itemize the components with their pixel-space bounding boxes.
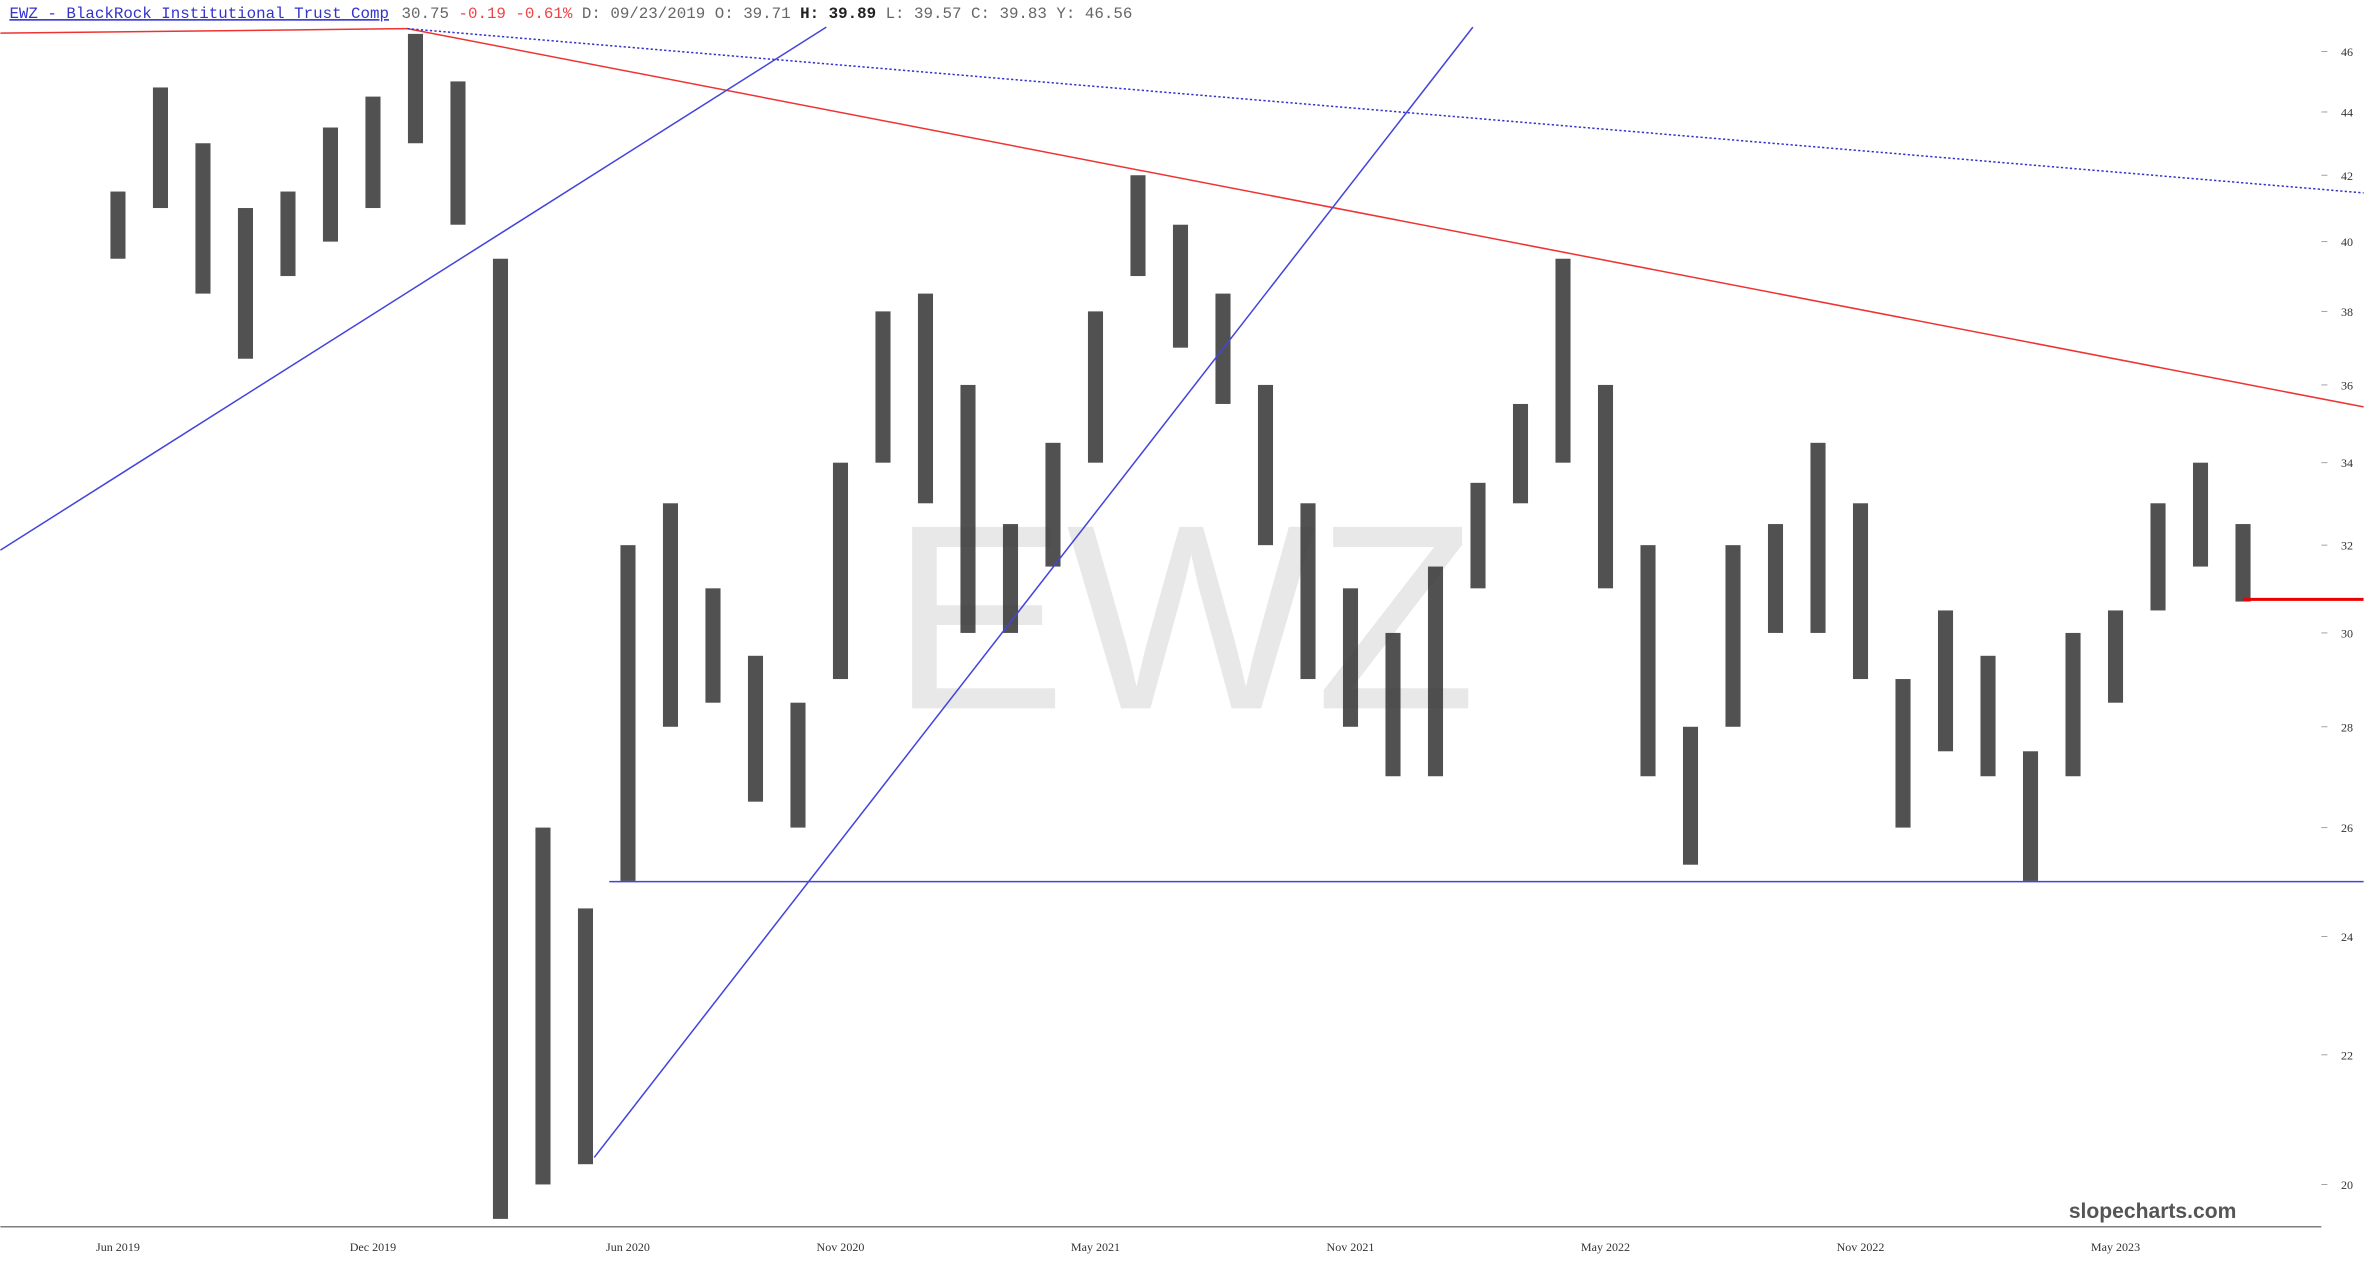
price-range: [2235, 524, 2251, 602]
y-tick-label: 36: [2341, 378, 2353, 392]
price-range: [1810, 442, 1826, 633]
price-range: [790, 702, 806, 828]
y-tick-label: 46: [2341, 45, 2353, 59]
y-tick-label: 24: [2341, 930, 2353, 944]
y-tick-label: 22: [2341, 1048, 2353, 1062]
price-range: [1470, 482, 1486, 589]
header: EWZ - BlackRock Institutional Trust Comp…: [9, 5, 1132, 23]
last-price: 30.75: [402, 5, 449, 23]
price-range: [450, 81, 466, 225]
close: C: 39.83: [971, 5, 1047, 23]
price-range: [365, 96, 381, 209]
y-tick-label: 30: [2341, 626, 2353, 640]
price-range: [2192, 462, 2209, 567]
watermark: EWZ: [891, 469, 1477, 764]
price-range: [875, 311, 891, 463]
price-range: [832, 462, 849, 680]
x-tick-label: Nov 2020: [817, 1240, 865, 1254]
price-range: [1130, 175, 1146, 277]
change-pct: -0.61%: [515, 5, 572, 23]
y-tick-label: 28: [2341, 720, 2353, 734]
price-range: [1002, 524, 1019, 633]
price-range: [237, 208, 254, 359]
price-range: [960, 384, 976, 633]
y-tick-label: 38: [2341, 305, 2353, 319]
x-tick-label: Jun 2019: [96, 1240, 140, 1254]
price-range: [662, 503, 679, 727]
price-range: [1087, 311, 1104, 463]
y-tick-label: 42: [2341, 169, 2353, 183]
price-range: [1045, 442, 1061, 567]
x-tick-label: Jun 2020: [606, 1240, 650, 1254]
high: H: 39.89: [800, 5, 876, 23]
date: D: 09/23/2019: [582, 5, 705, 23]
price-range: [1895, 679, 1911, 828]
price-range: [1852, 503, 1869, 680]
y-tick-label: 26: [2341, 821, 2353, 835]
price-range: [620, 545, 636, 881]
price-range: [322, 127, 339, 242]
y-tick-label: 44: [2341, 105, 2353, 119]
price-range: [917, 293, 934, 504]
y-value: Y: 46.56: [1056, 5, 1132, 23]
trend-line: [407, 27, 2364, 194]
price-range: [1725, 545, 1741, 727]
x-tick-label: Nov 2021: [1327, 1240, 1375, 1254]
price-range: [1767, 524, 1784, 633]
price-bars: [110, 33, 2251, 1219]
open: O: 39.71: [715, 5, 791, 23]
price-range: [2150, 503, 2166, 611]
low: L: 39.57: [886, 5, 962, 23]
price-range: [152, 87, 169, 209]
price-range: [280, 191, 296, 277]
price-range: [1300, 503, 1316, 680]
brand: slopecharts.com: [2069, 1200, 2237, 1223]
price-range: [1512, 403, 1529, 504]
trend-line: [0, 26, 827, 551]
price-range: [577, 908, 594, 1165]
x-tick-label: May 2022: [1581, 1240, 1630, 1254]
symbol-title[interactable]: EWZ - BlackRock Institutional Trust Comp: [9, 5, 389, 23]
price-range: [1385, 632, 1401, 777]
x-tick-label: May 2023: [2091, 1240, 2140, 1254]
y-tick-label: 20: [2341, 1178, 2353, 1192]
price-range: [535, 827, 551, 1185]
price-range: [110, 191, 126, 259]
change: -0.19: [458, 5, 505, 23]
price-range: [492, 258, 509, 1219]
price-range: [1937, 610, 1954, 752]
price-range: [1597, 384, 1614, 589]
price-range: [1980, 655, 1996, 777]
trend-line: [0, 27, 408, 34]
x-tick-label: May 2021: [1071, 1240, 1120, 1254]
price-range: [1427, 566, 1444, 777]
price-range: [1682, 726, 1699, 865]
price-range: [705, 588, 721, 703]
price-range: [2107, 610, 2124, 703]
trend-line: [593, 26, 1474, 1158]
price-range: [2022, 751, 2039, 881]
y-tick-label: 32: [2341, 539, 2353, 553]
price-range: [747, 655, 764, 802]
x-tick-label: Nov 2022: [1837, 1240, 1885, 1254]
x-tick-label: Dec 2019: [350, 1240, 397, 1254]
price-range: [1555, 258, 1571, 463]
y-tick-label: 40: [2341, 235, 2353, 249]
trend-line: [407, 27, 2364, 408]
price-range: [2065, 632, 2081, 777]
price-range: [1172, 224, 1189, 348]
price-range: [1342, 588, 1359, 727]
price-range: [195, 143, 211, 294]
y-tick-label: 34: [2341, 456, 2353, 470]
price-range: [407, 33, 424, 144]
price-range: [1640, 545, 1656, 777]
price-range: [1257, 384, 1274, 546]
